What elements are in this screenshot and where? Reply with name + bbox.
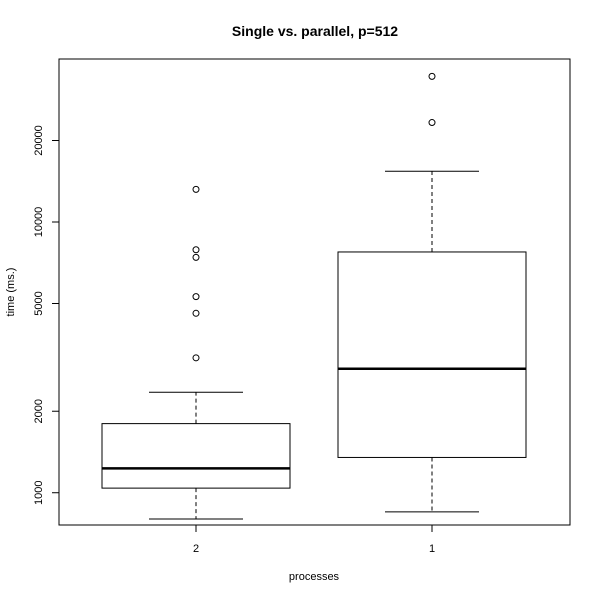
y-tick-label: 20000 bbox=[33, 125, 45, 156]
outlier-point bbox=[192, 185, 200, 193]
y-tick-label: 2000 bbox=[33, 399, 45, 423]
box-iqr bbox=[337, 251, 527, 458]
y-axis: 1000 2000 5000 10000 20000 bbox=[33, 125, 59, 505]
y-tick-label: 1000 bbox=[33, 480, 45, 504]
outlier-point bbox=[192, 246, 200, 254]
outlier-point bbox=[428, 119, 436, 127]
y-axis-label: time (ms.) bbox=[5, 268, 17, 317]
x-tick-label: 2 bbox=[193, 543, 199, 555]
outlier-point bbox=[428, 72, 436, 80]
outlier-point bbox=[192, 293, 200, 301]
box-group-2 bbox=[101, 185, 291, 520]
x-tick-label: 1 bbox=[429, 543, 435, 555]
boxes-layer bbox=[101, 72, 527, 520]
box-iqr bbox=[101, 423, 291, 489]
box-group-1 bbox=[337, 72, 527, 513]
outlier-point bbox=[192, 253, 200, 261]
x-axis-label: processes bbox=[289, 571, 340, 583]
outlier-point bbox=[192, 309, 200, 317]
y-tick-label: 10000 bbox=[33, 207, 45, 238]
outlier-point bbox=[192, 354, 200, 362]
y-tick-label: 5000 bbox=[33, 291, 45, 315]
chart-title: Single vs. parallel, p=512 bbox=[232, 23, 398, 39]
plot-frame bbox=[58, 58, 571, 526]
